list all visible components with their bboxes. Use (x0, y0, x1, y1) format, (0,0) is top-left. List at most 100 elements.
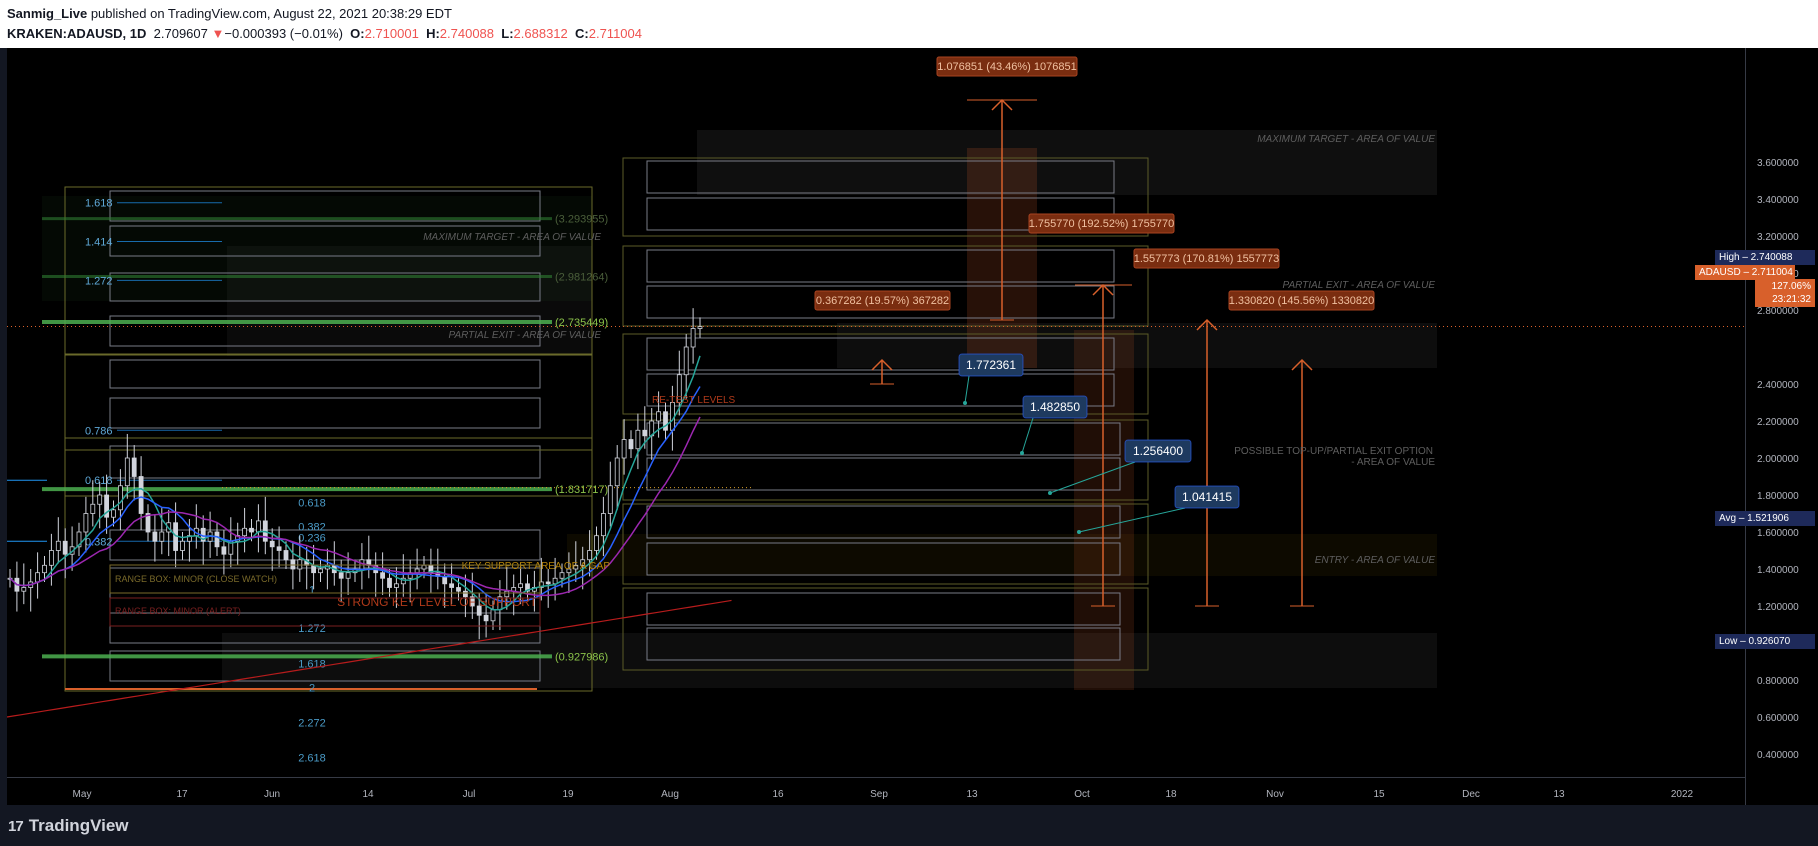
candle-body (538, 581, 544, 588)
candle-body (242, 527, 248, 537)
time-tick-label: Aug (661, 789, 679, 800)
fib-mid-label: 1.272 (298, 623, 326, 635)
candle-body (387, 577, 392, 588)
fib-mid-label: 0.618 (298, 497, 326, 509)
range-box-3 (109, 315, 541, 347)
measure-label-box (1133, 248, 1280, 269)
fib-label: 1.414 (85, 237, 113, 249)
fib-label: 0.382 (85, 536, 113, 548)
candle-body (676, 374, 682, 403)
price-tick-label: 1.800000 (1757, 491, 1799, 502)
time-tick-label: 19 (562, 789, 574, 800)
range-box-5 (109, 397, 541, 429)
candle-body (683, 346, 689, 376)
annotation-text: MAXIMUM TARGET - AREA OF VALUE (1257, 134, 1435, 145)
price-label: Avg – 1.521906 (1715, 511, 1815, 526)
callout-label: 1.041415 (1182, 490, 1232, 504)
candle-body (697, 326, 703, 329)
callout-box (1124, 439, 1192, 463)
high-label: H: (426, 26, 440, 41)
price-label: High – 2.740088 (1715, 250, 1815, 265)
candle-body (601, 513, 606, 537)
price-axis[interactable]: 3.6000003.4000003.2000003.0000002.800000… (1745, 48, 1818, 805)
annotation-text: ENTRY - AREA OF VALUE (1315, 555, 1436, 566)
time-tick-label: 17 (176, 789, 188, 800)
target-box-9 (646, 542, 1121, 576)
candle-body (566, 568, 572, 574)
candle-body (221, 546, 227, 555)
range-box-10 (109, 650, 541, 682)
time-tick-label: May (73, 789, 92, 800)
target-box-2 (646, 249, 1115, 283)
candle-body (131, 457, 137, 477)
callout-label: 1.256400 (1133, 444, 1183, 458)
price-tick-label: 3.200000 (1757, 232, 1799, 243)
candle-body (621, 439, 627, 459)
range-box-4 (109, 359, 541, 389)
annotation-text: - AREA OF VALUE (1351, 457, 1435, 468)
candle-body (635, 429, 641, 450)
candle-body (180, 540, 185, 551)
candle-body (483, 614, 489, 622)
target-box-4 (646, 337, 1115, 371)
chart-pane[interactable]: (3.293955) (2.981264) (2.735449) (1.831717)… (6, 48, 1745, 805)
candle-body (393, 583, 399, 588)
price-change: −0.000393 (−0.01%) (224, 26, 343, 41)
candle-body (663, 411, 668, 431)
publish-info: published on TradingView.com, August 22,… (87, 6, 452, 21)
range-box-1 (109, 225, 541, 257)
fib-mid-label: 0.382 (298, 521, 326, 533)
price-tick-label: 2.000000 (1757, 454, 1799, 465)
price-label: 23:21:32 (1755, 292, 1815, 307)
low-value: 2.688312 (513, 26, 568, 41)
time-tick-label: Dec (1462, 789, 1480, 800)
price-tick-label: 0.600000 (1757, 713, 1799, 724)
fib-mid-label: 2.618 (298, 753, 326, 765)
key-level-label: (1.831717) (555, 484, 608, 496)
candle-body (152, 531, 158, 542)
callout-dot (1048, 491, 1052, 495)
candle-body (614, 457, 620, 487)
price-label: Low – 0.926070 (1715, 634, 1815, 649)
price-tick-label: 1.600000 (1757, 528, 1799, 539)
annotation-text: RANGE BOX: MINOR (CLOSE WATCH) (115, 574, 277, 584)
author-name[interactable]: Sanmig_Live (7, 6, 88, 21)
time-tick-label: 14 (362, 789, 374, 800)
measure-zone-shade-2 (1074, 330, 1134, 690)
candle-body (318, 568, 323, 574)
candle-body (421, 564, 427, 570)
callout-label: 1.772361 (966, 358, 1016, 372)
fib-mid-label: 1 (309, 584, 315, 596)
price-axis-canvas: 3.6000003.4000003.2000003.0000002.800000… (1757, 158, 1799, 761)
candle-body (380, 572, 386, 579)
range-box-0 (109, 190, 541, 222)
candle-body (476, 605, 482, 616)
chart-canvas[interactable]: (3.293955) (2.981264) (2.735449) (1.831717)… (6, 48, 1745, 777)
time-axis[interactable]: May 17 Jun 14 Jul 19 Aug 16 Sep 13 Oct 18 Nov 15 Dec 13… (7, 777, 1745, 806)
time-tick-label: Nov (1266, 789, 1284, 800)
high-value: 2.740088 (439, 26, 495, 41)
candle-body (518, 583, 524, 588)
price-label: 127.06% (1755, 279, 1815, 294)
symbol-name[interactable]: KRAKEN:ADAUSD, 1D (7, 26, 147, 41)
fib-label: 0.618 (85, 475, 113, 487)
annotation-text: STRONG KEY LEVEL OF SUPPORT (337, 595, 538, 609)
candle-body (111, 509, 116, 518)
price-tick-label: 3.600000 (1757, 158, 1799, 169)
tradingview-brand[interactable]: 17 TradingView (8, 816, 129, 836)
candle-body (290, 559, 296, 570)
target-box-10 (646, 592, 1121, 626)
callout-box (1022, 395, 1088, 419)
candle-body (35, 572, 41, 583)
target-box-11 (646, 627, 1121, 661)
candle-body (255, 520, 261, 533)
candle-body (580, 559, 586, 566)
close-value: 2.711004 (588, 26, 642, 41)
measure-label-box (1228, 290, 1375, 311)
candle-body (469, 596, 475, 607)
price-tick-label: 2.400000 (1757, 380, 1799, 391)
range-box-6 (109, 445, 541, 479)
measure-label-box (814, 290, 951, 311)
callout-leader (1049, 461, 1136, 494)
time-tick-label: 13 (966, 789, 978, 800)
